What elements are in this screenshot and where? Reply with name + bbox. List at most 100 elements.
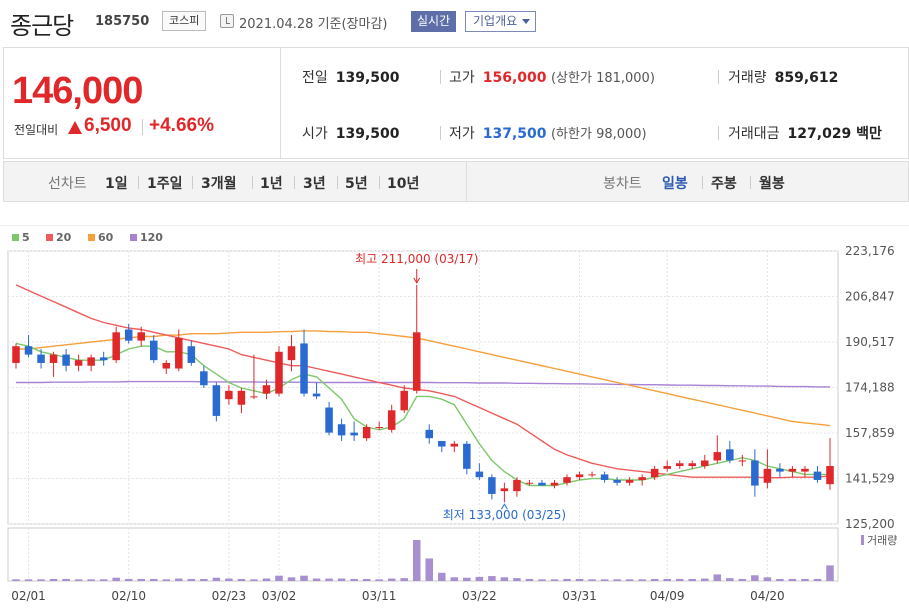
volume-bar <box>175 578 183 581</box>
stat-high: 고가 156,000 (상한가 181,000) <box>449 67 655 87</box>
volume-bar <box>675 578 684 581</box>
tab-monthly[interactable]: 월봉 <box>759 176 785 192</box>
volume-bar <box>525 578 534 581</box>
realtime-button[interactable]: 실시간 <box>411 11 457 32</box>
stat-value: 139,500 <box>335 126 400 142</box>
volume-bar <box>425 558 434 581</box>
volume-bar <box>663 578 671 581</box>
candle-body <box>788 468 797 472</box>
candle-body <box>763 468 772 483</box>
change-percent: +4.66% <box>149 115 214 136</box>
tab-group-divider <box>466 162 467 201</box>
stat-label: 시가 <box>302 126 328 142</box>
candlestick-chart[interactable]: 223,176 206,847 190,517 174,188 157,859 141,5… <box>0 225 909 610</box>
volume-bar <box>187 578 196 581</box>
stat-label: 거래량 <box>728 70 767 86</box>
candle-body <box>776 468 784 472</box>
volume-bar <box>738 578 747 581</box>
volume-bar <box>450 577 459 581</box>
volume-bar <box>212 577 221 581</box>
volume-bar <box>149 578 158 581</box>
volume-bar <box>112 577 120 581</box>
volume-bar <box>400 578 408 581</box>
legend-label: 5 <box>22 231 30 244</box>
volume-bar <box>225 578 233 581</box>
candle-body <box>350 432 358 436</box>
candle-body <box>74 360 83 366</box>
legend-swatch <box>130 234 137 241</box>
candle-body <box>262 385 271 394</box>
tab-daily[interactable]: 일봉 <box>662 176 688 192</box>
annotation-low-label: 최저 133,000 (03/25) <box>443 508 566 522</box>
volume-legend-swatch <box>861 535 864 545</box>
candle-body <box>538 482 546 486</box>
candle-body <box>475 471 484 478</box>
stat-separator <box>718 70 719 84</box>
x-tick-label: 03/11 <box>362 589 397 603</box>
tab-3y[interactable]: 3년 <box>303 176 326 192</box>
volume-bar <box>550 579 559 581</box>
candle-body <box>575 474 584 478</box>
tab-1d[interactable]: 1일 <box>105 176 128 192</box>
volume-bar <box>287 577 296 581</box>
candle-chart-label: 봉차트 <box>603 176 642 192</box>
stat-amount: 거래대금 127,029 백만 <box>728 123 882 143</box>
volume-bar <box>500 577 509 581</box>
stat-prev-close: 전일 139,500 <box>302 67 400 87</box>
tab-10y[interactable]: 10년 <box>387 176 420 192</box>
volume-bar <box>325 578 333 581</box>
tab-separator <box>337 176 338 189</box>
volume-bar <box>726 578 734 581</box>
series-line-ma20 <box>15 284 831 479</box>
change-amount: 6,500 <box>84 115 132 136</box>
tab-1w[interactable]: 1주일 <box>147 176 183 192</box>
candle-body <box>425 429 434 439</box>
legend-swatch <box>12 234 19 241</box>
volume-bar <box>688 578 697 581</box>
candle-body <box>225 390 233 400</box>
x-tick-label: 04/09 <box>650 589 685 603</box>
volume-bar <box>49 578 58 581</box>
candle-body <box>650 468 659 478</box>
candle-body <box>312 393 321 397</box>
upper-limit: (상한가 181,000) <box>550 71 655 86</box>
volume-bar <box>74 579 83 581</box>
tab-separator <box>750 176 751 189</box>
volume-bar <box>99 579 108 581</box>
legend-label: 20 <box>56 231 72 244</box>
tab-3m[interactable]: 3개월 <box>201 176 237 192</box>
x-tick-label: 03/31 <box>562 589 597 603</box>
y-tick-label: 206,847 <box>845 289 895 303</box>
company-overview-dropdown[interactable]: 기업개요 <box>465 11 537 32</box>
candle-body <box>801 468 809 472</box>
candle-body <box>625 479 634 483</box>
candle-body <box>525 482 534 484</box>
tab-weekly[interactable]: 주봉 <box>711 176 737 192</box>
volume-bar <box>37 579 45 581</box>
volume-bar <box>350 578 358 581</box>
volume-bar <box>801 578 809 581</box>
price-divider <box>280 48 281 158</box>
calendar-icon <box>220 14 234 28</box>
volume-bar <box>475 576 484 581</box>
volume-bar <box>650 578 659 581</box>
stat-value: 139,500 <box>335 70 400 86</box>
candle-body <box>726 449 734 461</box>
tab-5y[interactable]: 5년 <box>345 176 368 192</box>
candle-body <box>237 390 246 405</box>
candle-body <box>62 354 70 366</box>
annotation-high-arrowhead <box>413 277 421 284</box>
stat-value: 156,000 <box>482 70 547 86</box>
candle-body <box>99 357 108 361</box>
x-tick-label: 02/01 <box>11 589 46 603</box>
stat-label: 전일 <box>302 70 328 86</box>
tab-1y[interactable]: 1년 <box>260 176 283 192</box>
legend-swatch <box>88 234 95 241</box>
stat-label: 고가 <box>449 70 475 86</box>
stat-separator <box>440 70 441 84</box>
volume-bar <box>751 575 759 581</box>
stat-separator <box>718 126 719 140</box>
tab-separator <box>702 176 703 189</box>
stat-label: 저가 <box>449 126 475 142</box>
chevron-down-icon <box>522 19 531 24</box>
